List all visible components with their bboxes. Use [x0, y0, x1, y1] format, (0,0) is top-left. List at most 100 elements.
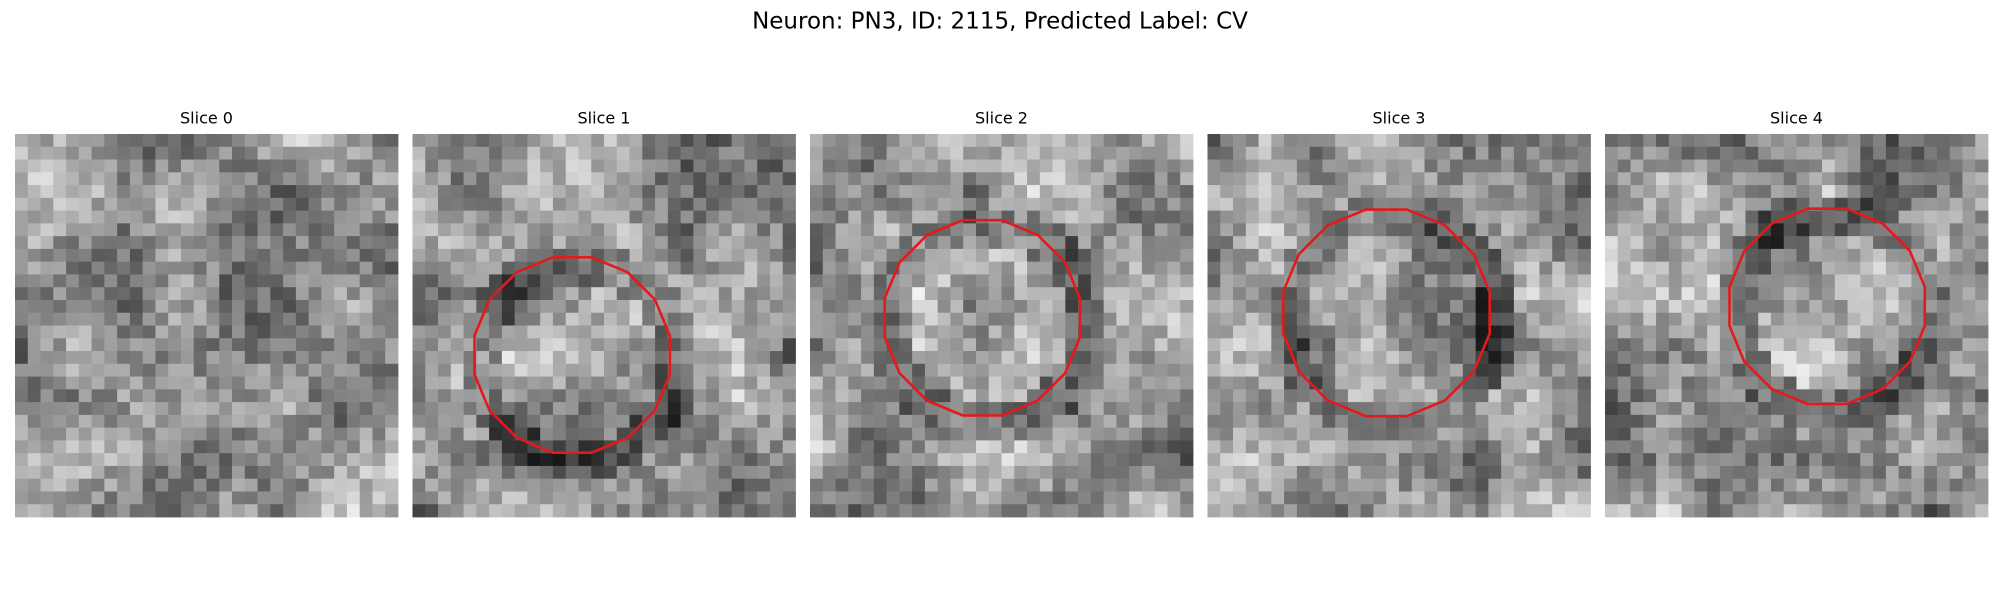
pixel: [680, 274, 694, 288]
pixel: [655, 427, 669, 441]
pixel: [168, 210, 182, 224]
pixel: [321, 325, 335, 339]
pixel: [40, 172, 54, 186]
pixel: [1233, 453, 1247, 467]
pixel: [1539, 236, 1553, 250]
pixel: [1605, 261, 1619, 275]
pixel: [1745, 210, 1759, 224]
pixel: [1681, 172, 1695, 186]
pixel: [1424, 363, 1438, 377]
pixel: [975, 363, 990, 377]
pixel: [578, 299, 592, 314]
pixel: [1564, 491, 1579, 505]
pixel: [1424, 134, 1438, 148]
pixel: [283, 338, 297, 352]
pixel: [1822, 134, 1836, 148]
pixel: [501, 197, 516, 211]
pixel: [822, 159, 836, 173]
pixel: [1090, 338, 1105, 352]
pixel: [1552, 236, 1566, 250]
pixel: [244, 287, 258, 301]
pixel: [1309, 274, 1323, 288]
pixel: [412, 351, 426, 365]
pixel: [257, 185, 271, 199]
pixel: [206, 223, 220, 237]
pixel: [527, 172, 541, 186]
pixel: [1347, 491, 1362, 505]
pixel: [731, 185, 745, 199]
pixel: [899, 159, 913, 173]
pixel: [244, 274, 258, 288]
pixel: [1719, 146, 1734, 160]
pixel: [1065, 287, 1079, 301]
pixel: [53, 338, 67, 352]
pixel: [1526, 248, 1540, 263]
pixel: [769, 414, 784, 429]
pixel: [1488, 440, 1502, 454]
pixel: [1207, 414, 1221, 429]
pixel: [104, 236, 118, 250]
pixel: [1564, 351, 1579, 365]
pixel: [438, 414, 452, 429]
pixel: [1796, 338, 1810, 352]
pixel: [1847, 338, 1861, 352]
pixel: [1220, 299, 1234, 314]
pixel: [552, 134, 567, 148]
pixel: [655, 414, 669, 429]
pixel: [693, 491, 707, 505]
pixel: [540, 338, 554, 352]
pixel: [463, 504, 477, 518]
pixel: [950, 504, 964, 518]
pixel: [848, 453, 862, 467]
pixel: [1707, 172, 1721, 186]
pixel: [1656, 491, 1670, 505]
pixel: [1822, 376, 1836, 390]
pixel: [1809, 504, 1823, 518]
pixel: [1052, 236, 1066, 250]
pixel: [1719, 248, 1734, 263]
pixel: [1809, 299, 1823, 314]
pixel: [463, 465, 477, 480]
pixel: [873, 427, 887, 441]
pixel: [1129, 172, 1143, 186]
pixel: [937, 312, 951, 326]
pixel: [552, 465, 567, 480]
pixel: [1617, 299, 1631, 314]
pixel: [359, 504, 373, 518]
pixel: [1617, 197, 1631, 211]
pixel: [1039, 159, 1053, 173]
pixel: [1014, 478, 1028, 492]
pixel: [155, 414, 169, 429]
pixel: [1399, 261, 1413, 275]
pixel: [886, 287, 900, 301]
pixel: [899, 236, 913, 250]
pixel: [1694, 248, 1708, 263]
pixel: [1129, 299, 1143, 314]
pixel: [117, 197, 131, 211]
pixel: [835, 414, 849, 429]
pixel: [1924, 504, 1938, 518]
pixel: [1322, 376, 1336, 390]
pixel: [295, 338, 310, 352]
pixel: [744, 414, 758, 429]
pixel: [848, 440, 862, 454]
pixel: [861, 223, 875, 237]
pixel: [1526, 146, 1540, 160]
pixel: [822, 236, 836, 250]
pixel: [1552, 363, 1566, 377]
pixel: [1732, 325, 1746, 339]
pixel: [129, 248, 144, 263]
pixel: [1526, 159, 1540, 173]
pixel: [104, 312, 118, 326]
pixel: [40, 146, 54, 160]
pixel: [1605, 478, 1619, 492]
pixel: [552, 261, 567, 275]
pixel: [219, 159, 233, 173]
pixel: [1526, 197, 1540, 211]
pixel: [142, 134, 156, 148]
pixel: [924, 185, 939, 199]
pixel: [578, 274, 592, 288]
pixel: [1039, 172, 1053, 186]
pixel: [104, 210, 118, 224]
pixel: [757, 427, 771, 441]
